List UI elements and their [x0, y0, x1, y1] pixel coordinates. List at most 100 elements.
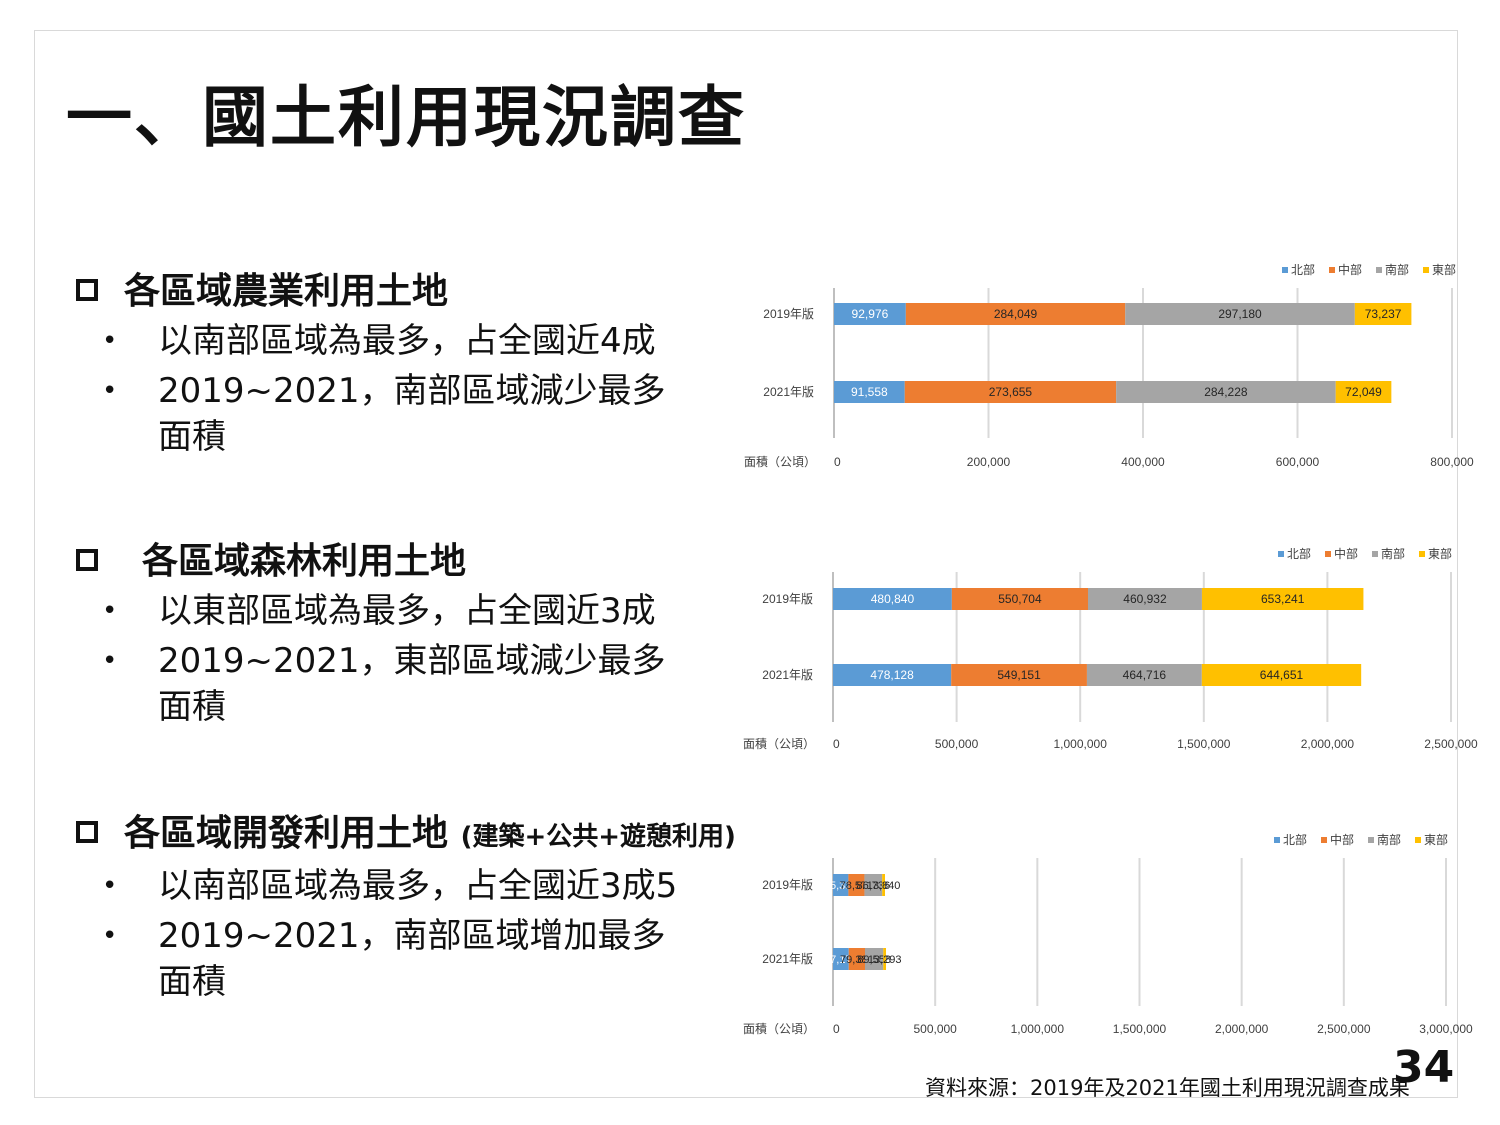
bullet-dot-icon: • — [102, 646, 118, 676]
category-label: 2021年版 — [763, 385, 814, 399]
chart-forest: 2019年版 480,840 550,704 460,932 653,241 2021年版… — [740, 542, 1488, 766]
tick-label: 500,000 — [913, 1022, 957, 1036]
source-note: 資料來源：2019年及2021年國土利用現況調查成果 — [925, 1076, 1410, 1100]
bar-segment — [904, 381, 1117, 403]
legend-swatch — [1419, 551, 1425, 557]
bar-segment — [833, 664, 952, 686]
legend-swatch — [1278, 551, 1284, 557]
bar-segment — [882, 874, 885, 896]
bar-segment — [864, 874, 883, 896]
bullet-dot-icon: • — [102, 921, 118, 951]
list-item: • 以南部區域為最多，占全國近4成 — [72, 318, 688, 364]
list-item: • 2019~2021，南部區域減少最多面積 — [72, 368, 688, 460]
legend-swatch — [1274, 837, 1280, 843]
section-heading-text: 各區域開發利用土地 — [124, 813, 449, 854]
tick-label: 1,000,000 — [1011, 1022, 1065, 1036]
data-label: 13,293 — [868, 954, 902, 966]
data-label: 653,241 — [1261, 592, 1305, 606]
tick-label: 2,000,000 — [1215, 1022, 1269, 1036]
legend-entry: 北部 — [1291, 262, 1315, 277]
data-label: 644,651 — [1260, 668, 1304, 682]
section-heading: 各區域森林利用土地 — [72, 540, 688, 584]
tick-label: 0 — [833, 1022, 840, 1036]
data-label: 550,704 — [998, 592, 1042, 606]
bar-segment — [833, 874, 849, 896]
legend-swatch — [1415, 837, 1421, 843]
tick-label: 1,500,000 — [1113, 1022, 1167, 1036]
bar-segment — [905, 303, 1126, 325]
list-item: • 2019~2021，東部區域減少最多面積 — [72, 638, 688, 730]
data-label: 284,228 — [1204, 385, 1248, 399]
data-label: 464,716 — [1123, 668, 1167, 682]
tick-label: 3,000,000 — [1419, 1022, 1473, 1036]
legend-entry: 南部 — [1377, 832, 1401, 847]
section-development: 各區域開發利用土地 (建築+公共+遊憩利用) • 以南部區域為最多，占全國近3成5… — [72, 812, 736, 1005]
bar-segment — [834, 381, 905, 403]
data-label: 72,049 — [1345, 385, 1382, 399]
data-label: 86,736 — [856, 880, 890, 892]
legend-swatch — [1321, 837, 1327, 843]
legend-swatch — [1423, 267, 1429, 273]
category-label: 2021年版 — [762, 668, 813, 682]
tick-label: 500,000 — [935, 737, 979, 751]
legend-swatch — [1372, 551, 1378, 557]
section-heading-note: (建築+公共+遊憩利用) — [460, 822, 736, 852]
bullet-text: 2019~2021，南部區域增加最多面積 — [158, 916, 666, 1002]
bar-segment — [848, 948, 865, 970]
bar-segment — [834, 303, 906, 325]
tick-label: 0 — [834, 455, 841, 469]
bar-segment — [848, 874, 865, 896]
legend-entry: 東部 — [1432, 262, 1456, 277]
chart-development: 2019年版 75,336 78,573 86,736 13,840 2021年版 77,1… — [740, 828, 1480, 1046]
bar-segment — [833, 588, 952, 610]
bar-segment — [1086, 664, 1202, 686]
list-item: • 以東部區域為最多，占全國近3成 — [72, 588, 688, 634]
tick-label: 200,000 — [967, 455, 1011, 469]
data-label: 13,840 — [867, 880, 901, 892]
tick-label: 2,500,000 — [1424, 737, 1478, 751]
axis-label: 面積（公頃） — [743, 736, 815, 751]
data-label: 460,932 — [1123, 592, 1167, 606]
tick-label: 1,500,000 — [1177, 737, 1231, 751]
legend-entry: 中部 — [1330, 832, 1354, 847]
data-label: 273,655 — [989, 385, 1033, 399]
legend-swatch — [1329, 267, 1335, 273]
bullet-dot-icon: • — [102, 871, 118, 901]
tick-label: 0 — [833, 737, 840, 751]
legend-entry: 東部 — [1424, 832, 1448, 847]
chart-agriculture: 2019年版 92,976 284,049 297,180 73,237 2021年版 91… — [740, 258, 1480, 482]
data-label: 478,128 — [870, 668, 914, 682]
bullet-list: • 以南部區域為最多，占全國近4成 • 2019~2021，南部區域減少最多面積 — [72, 318, 688, 460]
page-number: 34 — [1393, 1042, 1455, 1093]
data-label: 89,558 — [857, 954, 891, 966]
slide-frame — [34, 30, 1458, 1098]
bar-segment — [864, 948, 884, 970]
bar-segment — [1335, 381, 1392, 403]
legend-entry: 南部 — [1381, 546, 1405, 561]
bullet-text: 以南部區域為最多，占全國近4成 — [158, 321, 656, 361]
bar-segment — [1087, 588, 1202, 610]
data-label: 549,151 — [997, 668, 1041, 682]
bullet-text: 以南部區域為最多，占全國近3成5 — [158, 866, 678, 906]
legend-entry: 北部 — [1287, 546, 1311, 561]
legend-entry: 東部 — [1428, 546, 1452, 561]
section-agriculture: 各區域農業利用土地 • 以南部區域為最多，占全國近4成 • 2019~2021，南部… — [72, 270, 688, 460]
bullet-dot-icon: • — [102, 376, 118, 406]
category-label: 2019年版 — [762, 878, 813, 892]
chart-agriculture-svg: 2019年版 92,976 284,049 297,180 73,237 2021年版 91… — [744, 262, 1474, 469]
section-forest: 各區域森林利用土地 • 以東部區域為最多，占全國近3成 • 2019~2021，東部… — [72, 540, 688, 730]
legend-swatch — [1376, 267, 1382, 273]
bar-segment — [833, 948, 849, 970]
section-heading: 各區域開發利用土地 (建築+公共+遊憩利用) — [72, 812, 736, 859]
bar-segment — [1201, 588, 1364, 610]
bullet-text: 2019~2021，東部區域減少最多面積 — [158, 641, 666, 727]
section-heading-text: 各區域森林利用土地 — [142, 541, 467, 582]
bar-segment — [883, 948, 887, 970]
list-item: • 以南部區域為最多，占全國近3成5 — [72, 863, 688, 909]
axis-label: 面積（公頃） — [743, 1021, 815, 1036]
legend-swatch — [1282, 267, 1288, 273]
legend-swatch — [1368, 837, 1374, 843]
bar-segment — [1116, 381, 1336, 403]
list-item: • 2019~2021，南部區域增加最多面積 — [72, 913, 688, 1005]
